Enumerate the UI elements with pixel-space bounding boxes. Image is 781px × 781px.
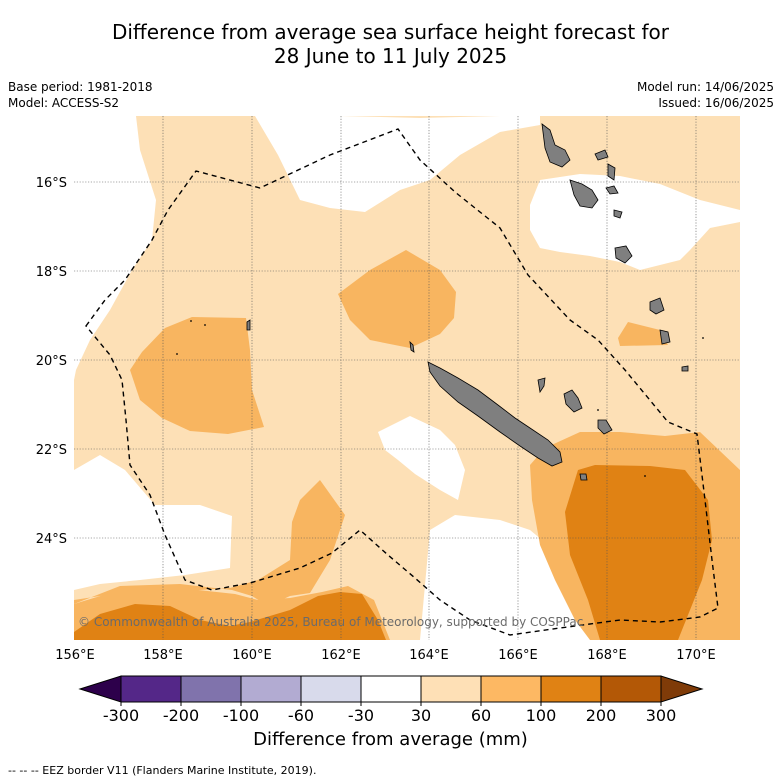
colorbar-segment bbox=[600, 675, 662, 703]
colorbar-tick-label: 60 bbox=[471, 706, 491, 725]
anomaly-60-100-central-north bbox=[338, 250, 456, 348]
reef-dot bbox=[190, 320, 192, 322]
lat-label: 18°S bbox=[36, 265, 67, 280]
colorbar-tick-label: -60 bbox=[288, 706, 314, 725]
anomaly-100-200-southeast bbox=[565, 465, 712, 640]
model-text: Model: ACCESS-S2 bbox=[8, 96, 120, 110]
reef-dot bbox=[644, 475, 646, 477]
loyalty-island-3 bbox=[597, 419, 613, 435]
colorbar: -300 -200 -100 -60 -30 30 60 100 200 300 bbox=[78, 675, 704, 725]
copyright-text: © Commonwealth of Australia 2025, Bureau… bbox=[78, 615, 583, 629]
vanuatu-island-southeast-1 bbox=[649, 297, 665, 315]
lat-label: 20°S bbox=[36, 354, 67, 369]
colorbar-over-arrow bbox=[660, 675, 704, 703]
colorbar-tick-label: 200 bbox=[586, 706, 617, 725]
map-title-line-1: Difference from average sea surface heig… bbox=[111, 20, 670, 44]
lat-label: 22°S bbox=[36, 443, 67, 458]
colorbar-tick-label: 30 bbox=[411, 706, 431, 725]
colorbar-segment bbox=[120, 675, 182, 703]
vanuatu-island-southeast-2 bbox=[659, 329, 671, 345]
anomaly-below-30-central bbox=[378, 416, 465, 500]
colorbar-label: Difference from average (mm) bbox=[253, 729, 528, 750]
issued-text: Issued: 16/06/2025 bbox=[658, 96, 774, 110]
colorbar-segment bbox=[240, 675, 302, 703]
colorbar-tick-label: -300 bbox=[103, 706, 139, 725]
map-grid bbox=[74, 116, 740, 640]
lon-label: 162°E bbox=[321, 648, 361, 663]
land-masses bbox=[246, 123, 689, 481]
new-caledonia-landmass bbox=[427, 361, 563, 467]
vanuatu-island-north bbox=[541, 123, 571, 168]
colorbar-tick-label: -30 bbox=[348, 706, 374, 725]
vanuatu-island-small-2 bbox=[607, 163, 616, 181]
lon-label: 166°E bbox=[498, 648, 538, 663]
anomaly-100-200-south bbox=[74, 592, 386, 640]
anomaly-60-100-east-small bbox=[618, 322, 668, 346]
colorbar-segment bbox=[360, 675, 422, 703]
map-panel: © Commonwealth of Australia 2025, Bureau… bbox=[74, 116, 740, 640]
model-run-text: Model run: 14/06/2025 bbox=[636, 80, 774, 94]
colorbar-under-arrow bbox=[78, 675, 122, 703]
vanuatu-island-central bbox=[569, 179, 599, 209]
colorbar-tick-label: 100 bbox=[526, 706, 557, 725]
lon-label: 164°E bbox=[409, 648, 449, 663]
vanuatu-island-south bbox=[614, 245, 633, 264]
longitude-labels: 156°E 158°E 160°E 162°E 164°E 166°E 168°… bbox=[55, 648, 716, 663]
latitude-labels: 16°S 18°S 20°S 22°S 24°S bbox=[36, 176, 67, 547]
anomaly-60-100-west bbox=[130, 317, 264, 434]
loyalty-island-2 bbox=[563, 389, 583, 413]
loyalty-island-1 bbox=[537, 377, 546, 394]
lon-label: 156°E bbox=[55, 648, 95, 663]
vanuatu-island-southeast-3 bbox=[681, 365, 689, 372]
colorbar-segment bbox=[300, 675, 362, 703]
anomaly-below-30-southwest bbox=[74, 455, 232, 590]
lat-label: 16°S bbox=[36, 176, 67, 191]
reef-dot bbox=[176, 353, 178, 355]
vanuatu-island-small-4 bbox=[613, 209, 623, 219]
reef-dot bbox=[702, 337, 704, 339]
colorbar-segment bbox=[480, 675, 542, 703]
vanuatu-island-small-1 bbox=[594, 149, 609, 161]
vanuatu-island-small-3 bbox=[605, 185, 619, 195]
chesterfield-island bbox=[246, 319, 251, 331]
map-title-line-2: 28 June to 11 July 2025 bbox=[273, 44, 508, 68]
colorbar-segment bbox=[180, 675, 242, 703]
entrecasteaux-reef bbox=[409, 340, 415, 353]
lon-label: 160°E bbox=[232, 648, 272, 663]
anomaly-below-30-north bbox=[255, 116, 540, 212]
walpole-island bbox=[579, 473, 588, 481]
reef-dot bbox=[597, 409, 599, 411]
eez-border-line bbox=[85, 128, 719, 636]
lon-label: 170°E bbox=[676, 648, 716, 663]
colorbar-tick-label: -200 bbox=[163, 706, 199, 725]
colorbar-tick-label: -100 bbox=[223, 706, 259, 725]
lat-label: 24°S bbox=[36, 532, 67, 547]
base-period-text: Base period: 1981-2018 bbox=[8, 80, 153, 94]
lon-label: 158°E bbox=[143, 648, 183, 663]
colorbar-segment bbox=[540, 675, 602, 703]
colorbar-segment bbox=[420, 675, 482, 703]
colorbar-tick-label: 300 bbox=[646, 706, 677, 725]
lon-label: 168°E bbox=[587, 648, 627, 663]
eez-legend-footer: -- -- -- EEZ border V11 (Flanders Marine… bbox=[8, 764, 317, 777]
reef-dot bbox=[204, 324, 206, 326]
